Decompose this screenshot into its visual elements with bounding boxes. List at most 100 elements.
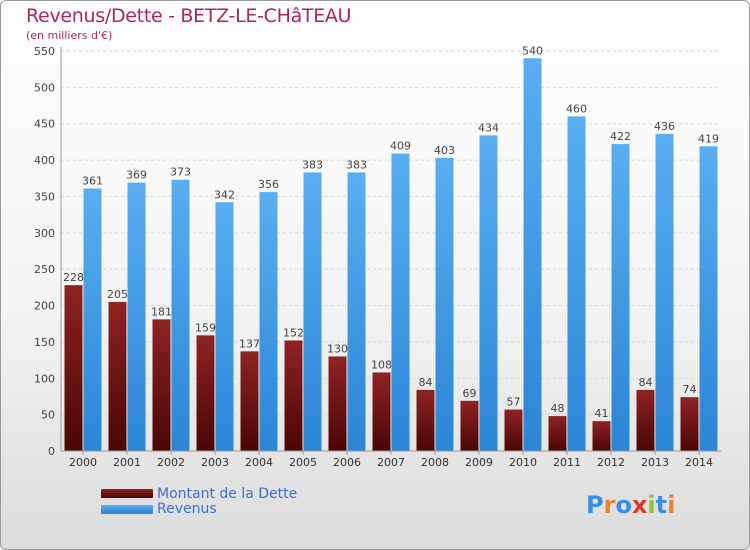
data-label-dette: 108 <box>371 358 392 371</box>
bar-revenus <box>303 172 322 452</box>
data-label-revenus: 422 <box>610 130 631 143</box>
bar-dette <box>460 400 479 451</box>
data-label-dette: 74 <box>683 383 697 396</box>
data-label-dette: 152 <box>283 326 304 339</box>
bars-layer <box>64 58 718 452</box>
data-label-dette: 181 <box>151 305 172 318</box>
data-label-revenus: 403 <box>434 144 455 157</box>
data-label-revenus: 342 <box>214 188 235 201</box>
labels-layer: 228 361 205 369 181 373 159 342 137 356 152 383 130 3… <box>63 44 719 420</box>
bar-revenus <box>83 188 102 452</box>
x-tick-label: 2007 <box>377 456 405 469</box>
y-tick-label: 550 <box>34 45 55 58</box>
bar-dette <box>328 356 347 451</box>
data-label-dette: 69 <box>463 387 477 400</box>
y-tick-label: 500 <box>34 81 55 94</box>
bar-dette <box>592 421 611 451</box>
bar-dette <box>680 397 699 451</box>
bar-revenus <box>127 182 146 452</box>
data-label-dette: 137 <box>239 337 260 350</box>
bar-dette <box>196 335 215 451</box>
y-tick-label: 250 <box>34 263 55 276</box>
x-tick-label: 2009 <box>465 456 493 469</box>
data-label-dette: 130 <box>327 342 348 355</box>
bar-revenus <box>523 58 542 451</box>
y-tick-label: 400 <box>34 154 55 167</box>
bar-revenus <box>259 192 278 451</box>
y-tick-label: 200 <box>34 300 55 313</box>
data-label-dette: 57 <box>507 396 521 409</box>
bar-dette <box>152 319 171 451</box>
bar-revenus <box>215 202 234 451</box>
y-tick-label: 0 <box>48 445 55 458</box>
data-label-revenus: 361 <box>82 174 103 187</box>
data-label-revenus: 434 <box>478 121 499 134</box>
x-tick-label: 2002 <box>157 456 185 469</box>
y-tick-label: 300 <box>34 227 55 240</box>
grid-layer <box>61 50 721 452</box>
x-tick-label: 2004 <box>245 456 273 469</box>
bar-dette <box>64 285 83 451</box>
x-tick-label: 2014 <box>685 456 713 469</box>
bar-revenus <box>479 135 498 451</box>
bar-dette <box>636 389 655 451</box>
x-tick-label: 2011 <box>553 456 581 469</box>
data-label-revenus: 409 <box>390 140 411 153</box>
y-tick-label: 350 <box>34 190 55 203</box>
bar-dette <box>372 372 391 451</box>
bar-revenus <box>567 116 586 452</box>
data-label-revenus: 383 <box>346 158 367 171</box>
data-label-revenus: 369 <box>126 169 147 182</box>
x-tick-label: 2012 <box>597 456 625 469</box>
legend-swatch-dette <box>101 489 153 498</box>
x-tick-label: 2013 <box>641 456 669 469</box>
bar-revenus <box>699 146 718 452</box>
axis-layer: 0 50 100 150 200 250 300 350 400 450 500 550 2000 200… <box>34 45 721 469</box>
chart-subtitle: (en milliers d'€) <box>26 29 113 42</box>
proxiti-logo: Proxiti <box>586 491 676 519</box>
bar-dette <box>284 340 303 451</box>
data-label-dette: 84 <box>419 376 433 389</box>
chart-title: Revenus/Dette - BETZ-LE-CHâTEAU <box>26 5 352 27</box>
data-label-dette: 48 <box>551 402 565 415</box>
bar-dette <box>108 301 127 451</box>
bar-revenus <box>347 172 366 452</box>
data-label-dette: 159 <box>195 321 216 334</box>
y-tick-label: 150 <box>34 336 55 349</box>
x-tick-label: 2001 <box>113 456 141 469</box>
data-label-revenus: 356 <box>258 178 279 191</box>
bar-dette <box>240 351 259 451</box>
bar-revenus <box>171 179 190 451</box>
legend-swatch-revenus <box>101 505 153 514</box>
bar-revenus <box>435 157 454 451</box>
x-tick-label: 2006 <box>333 456 361 469</box>
data-label-revenus: 436 <box>654 120 675 133</box>
data-label-dette: 41 <box>595 407 609 420</box>
y-tick-label: 100 <box>34 372 55 385</box>
bar-dette <box>548 416 567 451</box>
data-label-revenus: 419 <box>698 132 719 145</box>
x-tick-label: 2010 <box>509 456 537 469</box>
data-label-dette: 228 <box>63 271 84 284</box>
legend-label-revenus: Revenus <box>157 501 217 517</box>
bar-revenus <box>611 144 630 451</box>
x-tick-label: 2005 <box>289 456 317 469</box>
x-tick-label: 2008 <box>421 456 449 469</box>
data-label-revenus: 460 <box>566 102 587 115</box>
bar-revenus <box>655 133 674 451</box>
y-tick-label: 50 <box>41 409 55 422</box>
y-tick-label: 450 <box>34 118 55 131</box>
data-label-revenus: 540 <box>522 44 543 57</box>
data-label-revenus: 373 <box>170 166 191 179</box>
x-tick-label: 2003 <box>201 456 229 469</box>
data-label-revenus: 383 <box>302 158 323 171</box>
data-label-dette: 205 <box>107 288 128 301</box>
legend-label-dette: Montant de la Dette <box>157 486 298 502</box>
data-label-dette: 84 <box>639 376 653 389</box>
bar-dette <box>416 389 435 451</box>
bar-dette <box>504 409 523 451</box>
x-tick-label: 2000 <box>69 456 97 469</box>
bar-revenus <box>391 153 410 451</box>
